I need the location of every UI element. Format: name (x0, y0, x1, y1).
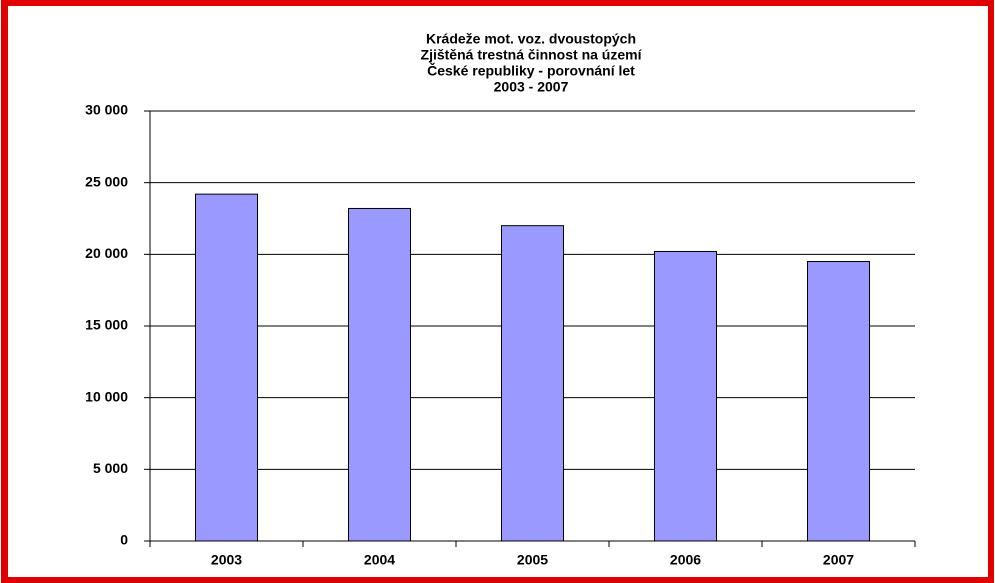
x-tick-label: 2004 (364, 552, 395, 568)
bar (348, 207, 411, 542)
bar (501, 225, 564, 542)
y-tick-label: 5 000 (93, 460, 128, 476)
y-tick-label: 30 000 (85, 102, 128, 118)
chart-title: 2003 - 2007 (494, 79, 569, 95)
y-tick-label: 25 000 (85, 173, 128, 189)
x-tick-label: 2007 (823, 552, 854, 568)
y-tick-label: 15 000 (85, 317, 128, 333)
x-tick-label: 2006 (670, 552, 701, 568)
chart-title: Zjištěná trestná činnost na území (421, 47, 643, 63)
chart-title: Krádeže mot. voz. dvoustopých (426, 31, 636, 47)
chart-title: České republiky - porovnání let (427, 62, 635, 79)
bar (195, 193, 258, 542)
y-tick-label: 20 000 (85, 245, 128, 261)
frame-left (2, 3, 8, 580)
bar (807, 261, 870, 542)
y-tick-label: 0 (120, 532, 128, 548)
y-tick-label: 10 000 (85, 388, 128, 404)
bar (654, 250, 717, 542)
x-tick-label: 2005 (517, 552, 548, 568)
x-tick-label: 2003 (211, 552, 242, 568)
